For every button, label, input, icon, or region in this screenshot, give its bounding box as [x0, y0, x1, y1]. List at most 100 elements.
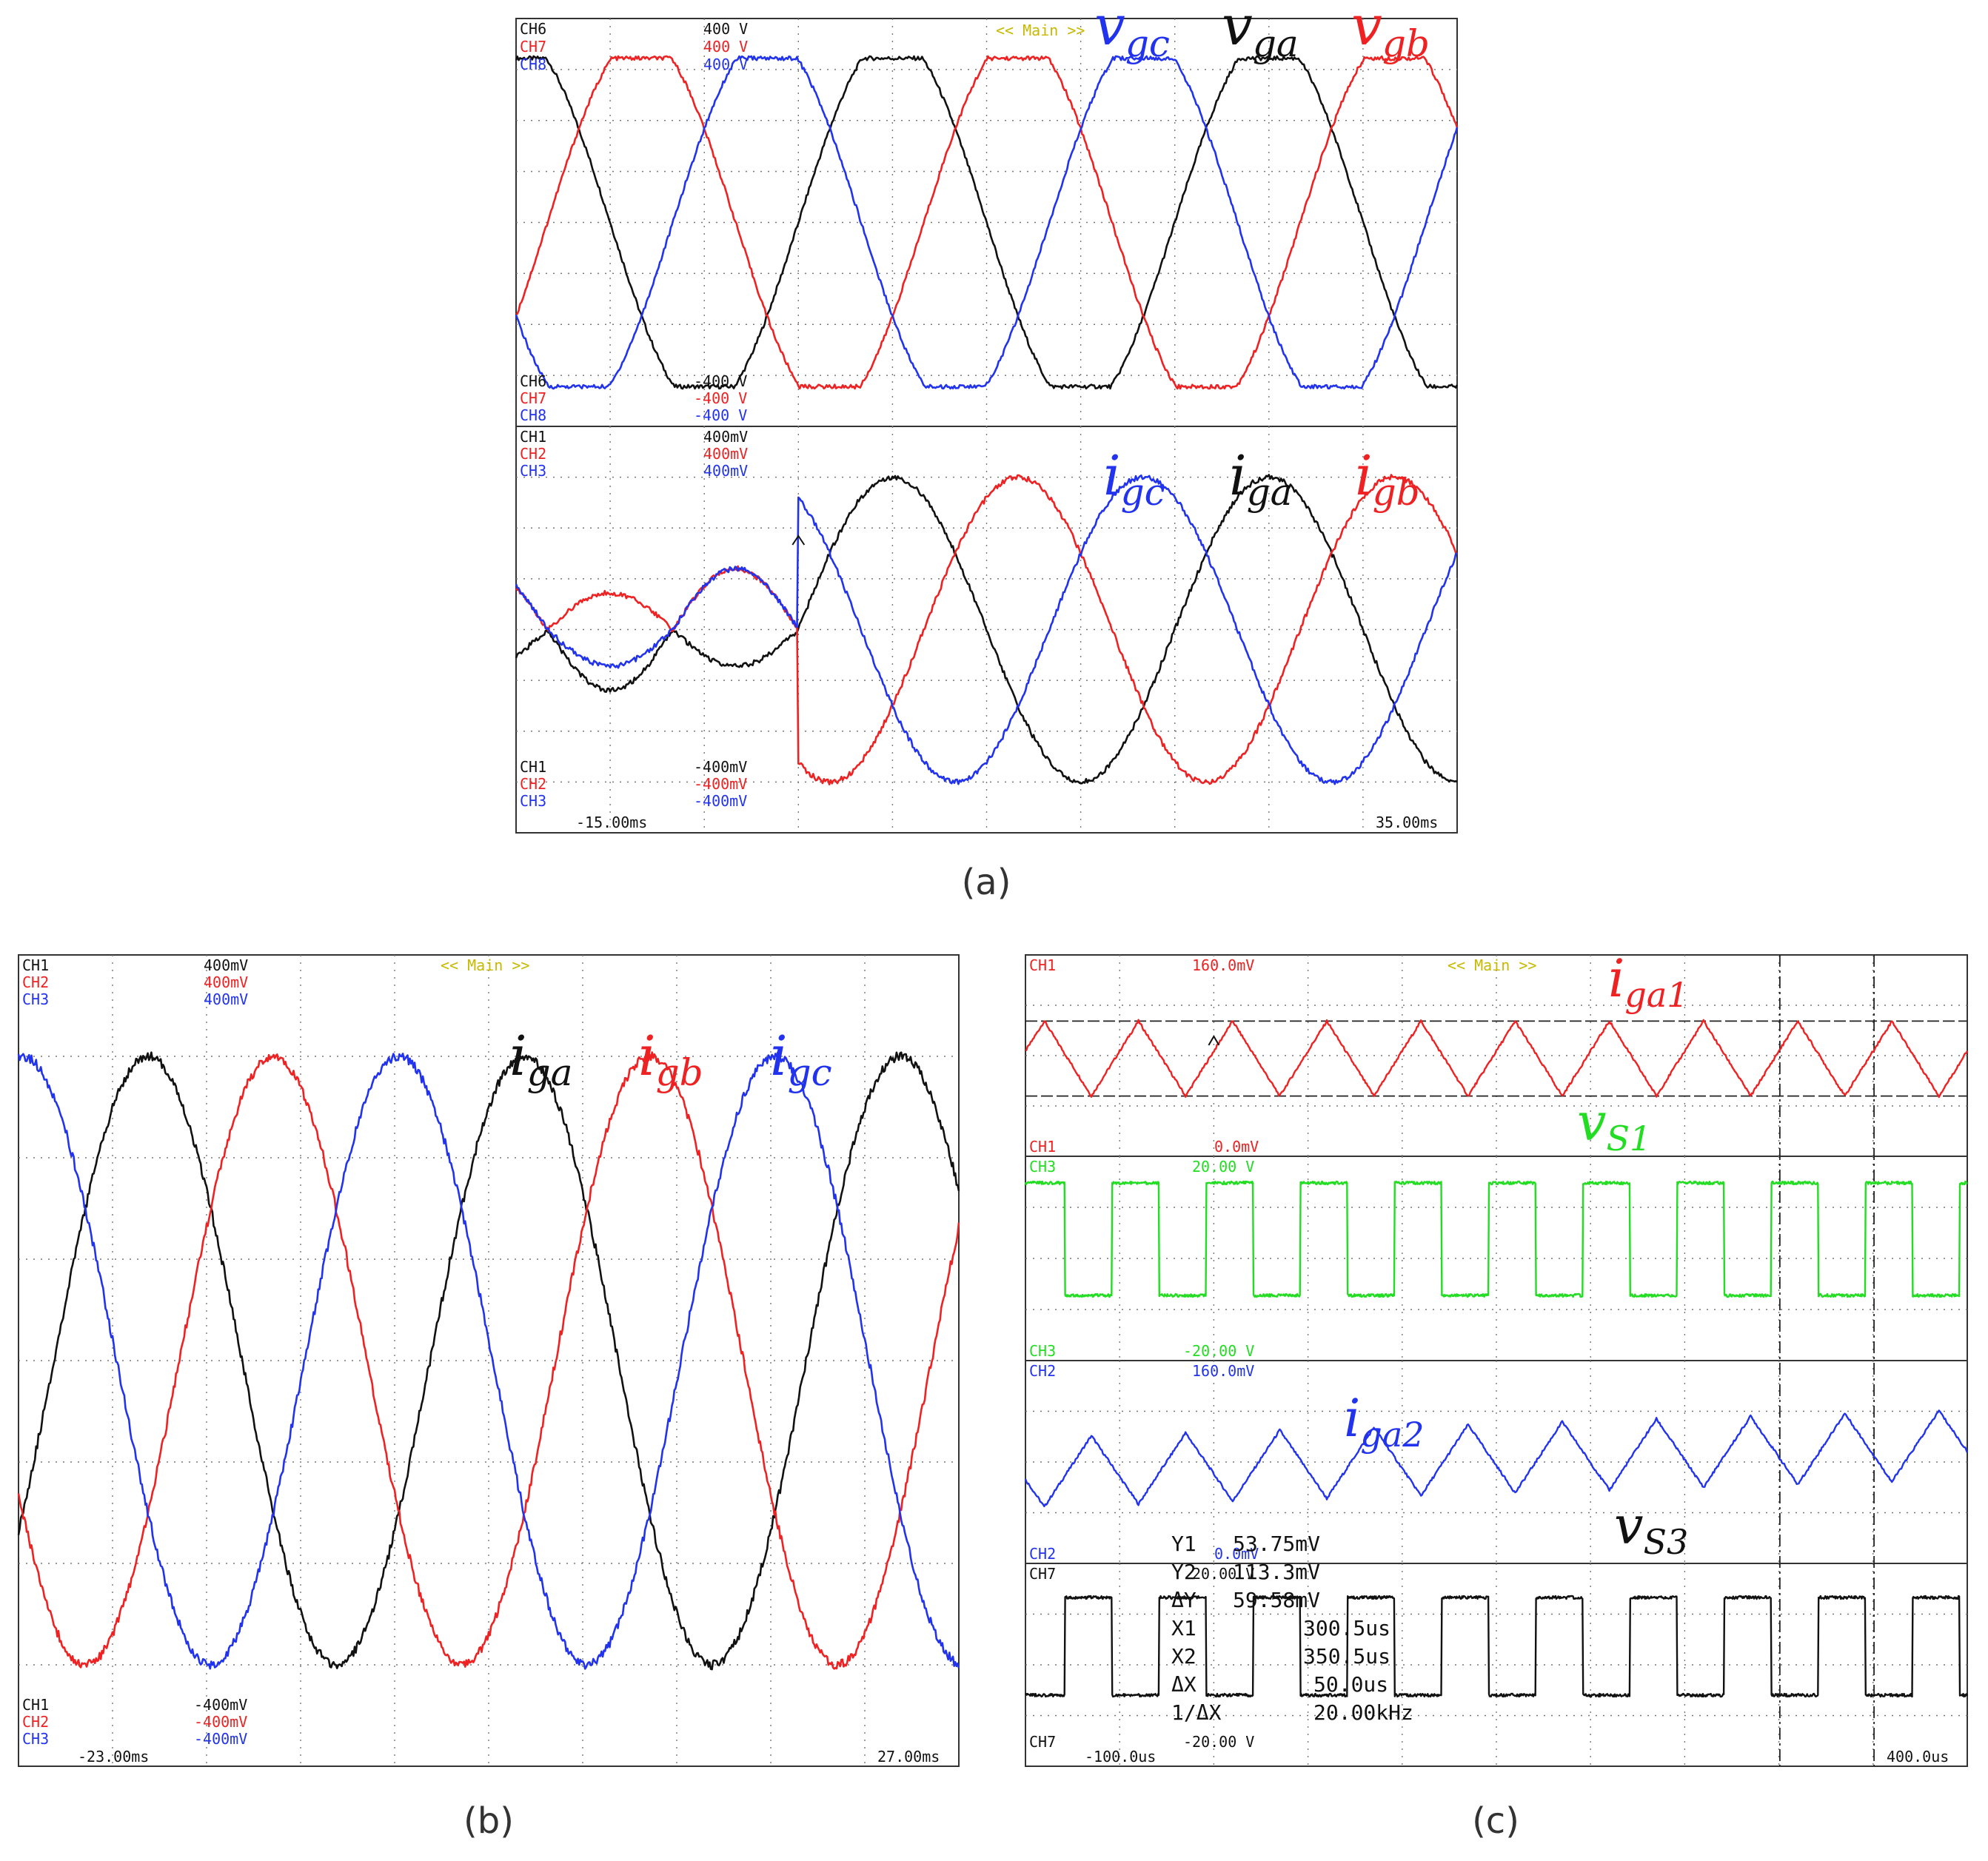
measure-dy-key: ΔY: [1171, 1588, 1197, 1612]
traces-c: [1024, 1019, 1969, 1698]
a-top-ch6-name: CH6: [520, 20, 546, 38]
measure-y1-key: Y1: [1171, 1532, 1197, 1556]
label-b-igb: igb: [638, 1025, 703, 1094]
a-bot-ch1-lo-value: -400mV: [694, 758, 747, 776]
label-a-igc: igc: [1103, 444, 1165, 514]
c-ch7-lo-name: CH7: [1029, 1733, 1056, 1751]
a-bot-ch3-value: 400mV: [703, 462, 748, 480]
a-top-ch8-lo-name: CH8: [520, 406, 546, 424]
trace-b-i-ga: [17, 1051, 960, 1671]
b-ch1-lo-name: CH1: [22, 1696, 49, 1714]
a-bot-ch2-lo-value: -400mV: [694, 775, 747, 793]
c-ch2-lo-value: 0.0mV: [1214, 1545, 1259, 1563]
label-vs3: vS3: [1614, 1495, 1688, 1562]
trace-a-top-v-gc: [515, 55, 1459, 390]
a-top-ch8-value: 400 V: [703, 56, 748, 73]
c-ch7-value: 20.00 V: [1192, 1565, 1254, 1583]
trace-c-vs1: [1024, 1180, 1968, 1298]
c-ch7-name: CH7: [1029, 1565, 1056, 1583]
b-ch3-lo-value: -400mV: [194, 1730, 247, 1748]
b-ch2-name: CH2: [22, 973, 49, 991]
a-time-end: 35.00ms: [1376, 814, 1438, 831]
panel-b: << Main >> CH1 400mV CH2 400mV CH3 400mV…: [17, 954, 960, 1842]
c-time-end: 400.0us: [1887, 1748, 1949, 1766]
measure-y1-value: 53.75mV: [1233, 1532, 1320, 1556]
b-ch1-name: CH1: [22, 956, 49, 974]
measure-y2-key: Y2: [1171, 1560, 1197, 1584]
measure-dx-key: ΔX: [1171, 1672, 1197, 1697]
measure-x1-value: 300.5us: [1303, 1616, 1390, 1640]
a-top-ch7-name: CH7: [520, 38, 546, 56]
trace-a-top-v-gb: [515, 55, 1459, 390]
a-top-ch6-lo-name: CH6: [520, 372, 546, 390]
c-ch1-lo-value: 0.0mV: [1214, 1138, 1259, 1156]
b-ch1-lo-value: -400mV: [194, 1696, 247, 1714]
a-top-ch7-value: 400 V: [703, 38, 748, 56]
trace-c-iga2: [1024, 1409, 1969, 1507]
a-bot-ch3-lo-name: CH3: [520, 792, 546, 810]
c-ch3-name: CH3: [1029, 1158, 1056, 1176]
caption-a: (a): [962, 862, 1011, 903]
traces-b: [17, 1051, 960, 1671]
trace-a-bottom-i-gb: [515, 474, 1458, 785]
b-ch2-value: 400mV: [204, 973, 248, 991]
label-iga1: iga1: [1608, 948, 1689, 1015]
trigger-marker-icon: [791, 534, 806, 546]
panel-a: << Main >> CH6 400 V CH7 400 V CH8 400 V…: [515, 0, 1459, 903]
trace-a-bottom-i-gc: [515, 475, 1458, 785]
c-ch1-name: CH1: [1029, 956, 1056, 974]
c-ch1-value: 160.0mV: [1192, 956, 1254, 974]
label-vgc: vgc: [1094, 0, 1170, 65]
traces-a-top: [515, 55, 1459, 390]
a-top-ch6-lo-value: -400 V: [694, 372, 747, 390]
c-ch2-lo-name: CH2: [1029, 1545, 1056, 1563]
grid-c: [1025, 955, 1967, 1766]
a-top-ch7-lo-name: CH7: [520, 389, 546, 407]
caption-c: (c): [1472, 1800, 1519, 1842]
a-time-start: -15.00ms: [576, 814, 647, 831]
label-a-igb: igb: [1355, 444, 1420, 514]
a-bot-ch2-value: 400mV: [703, 445, 748, 463]
a-top-ch6-value: 400 V: [703, 20, 748, 38]
measure-x2-value: 350.5us: [1303, 1644, 1390, 1669]
c-ch1-lo-name: CH1: [1029, 1138, 1056, 1156]
trigger-marker-icon: [1208, 1035, 1220, 1046]
b-ch3-value: 400mV: [204, 990, 248, 1008]
trace-a-top-v-ga: [515, 55, 1459, 390]
a-bot-ch2-lo-name: CH2: [520, 775, 546, 793]
main-tag-b: << Main >>: [441, 956, 529, 974]
label-iga2: iga2: [1344, 1388, 1425, 1455]
label-a-iga: iga: [1229, 444, 1293, 514]
b-time-start: -23.00ms: [78, 1748, 149, 1766]
trace-c-vs3: [1025, 1595, 1969, 1698]
c-ch3-lo-name: CH3: [1029, 1342, 1056, 1360]
b-ch3-lo-name: CH3: [22, 1730, 49, 1748]
main-tag-c: << Main >>: [1448, 956, 1536, 974]
a-bot-ch1-name: CH1: [520, 428, 546, 446]
b-ch1-value: 400mV: [204, 956, 248, 974]
grid-b: [19, 955, 959, 1766]
a-bot-ch2-name: CH2: [520, 445, 546, 463]
a-top-ch7-lo-value: -400 V: [694, 389, 747, 407]
trace-b-i-gc: [17, 1051, 960, 1670]
b-time-end: 27.00ms: [877, 1748, 940, 1766]
label-b-igc: igc: [770, 1025, 832, 1094]
measure-inv-dx-key: 1/ΔX: [1171, 1700, 1222, 1725]
trace-b-i-gb: [17, 1051, 960, 1670]
measure-inv-dx-value: 20.00kHz: [1313, 1700, 1413, 1725]
a-bot-ch3-lo-value: -400mV: [694, 792, 747, 810]
b-ch2-lo-name: CH2: [22, 1713, 49, 1731]
panel-c: << Main >> CH1 160.0mV CH1 0.0mV CH3 20.…: [1024, 948, 1969, 1842]
a-bot-ch1-lo-name: CH1: [520, 758, 546, 776]
b-ch3-name: CH3: [22, 990, 49, 1008]
label-b-iga: iga: [509, 1025, 573, 1094]
a-top-ch8-name: CH8: [520, 56, 546, 73]
a-top-ch8-lo-value: -400 V: [694, 406, 747, 424]
b-ch2-lo-value: -400mV: [194, 1713, 247, 1731]
label-vs1: vS1: [1577, 1092, 1651, 1158]
main-tag-a: << Main >>: [996, 21, 1085, 39]
cursors-c: [1025, 955, 1967, 1766]
traces-a-bottom: [515, 474, 1458, 785]
trace-c-iga1: [1025, 1019, 1969, 1099]
c-ch7-lo-value: -20.00 V: [1183, 1733, 1254, 1751]
